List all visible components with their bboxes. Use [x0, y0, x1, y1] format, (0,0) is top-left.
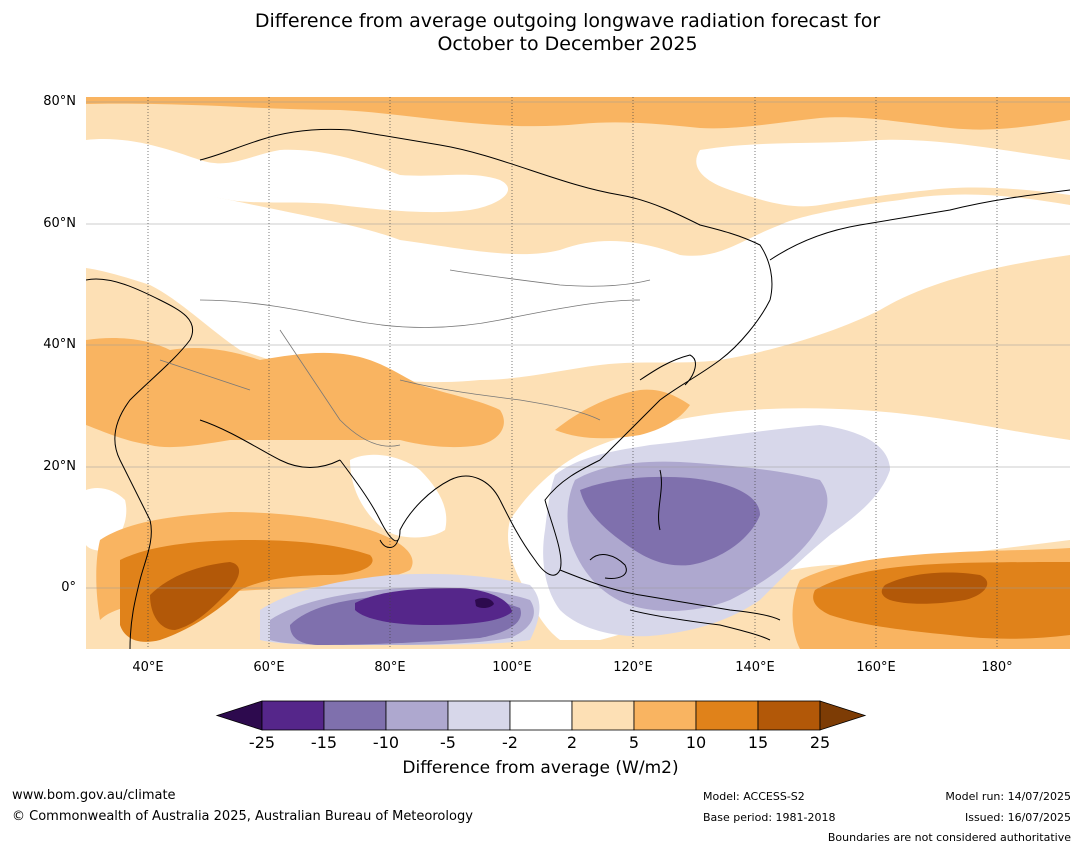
- colorbar-swatch-6: [571, 700, 635, 731]
- fill-orange-china: [555, 389, 690, 439]
- colorbar-swatch-4: [447, 700, 511, 731]
- lon-label-160e: 160°E: [856, 660, 896, 675]
- colorbar-tick-9: 25: [809, 733, 831, 752]
- map-meridians: [147, 97, 998, 649]
- fill-purple-philippines: [580, 476, 760, 566]
- colorbar-swatch-7: [633, 700, 697, 731]
- colorbar-extend-low: [215, 700, 263, 731]
- colorbar-extend-high: [819, 700, 867, 731]
- lat-label-20n: 20°N: [43, 459, 76, 474]
- lon-label-140e: 140°E: [735, 660, 775, 675]
- copyright-text: © Commonwealth of Australia 2025, Austra…: [12, 809, 473, 824]
- fill-white-bay-of-bengal: [350, 454, 447, 538]
- map-title-line-1: Difference from average outgoing longwav…: [254, 10, 881, 32]
- colorbar-tick-5: 2: [566, 733, 578, 752]
- base-period-text: Base period: 1981-2018: [703, 811, 836, 824]
- fill-deep-purple-indian-ocean: [355, 588, 512, 625]
- fill-white-north-siberia: [86, 139, 509, 213]
- fill-white-arctic-east: [696, 139, 1070, 207]
- colorbar-tick-1: -15: [310, 733, 338, 752]
- colorbar-swatch-8: [695, 700, 759, 731]
- map-gridlines: [86, 101, 1070, 589]
- model-run-text: Model run: 14/07/2025: [945, 790, 1071, 803]
- colorbar-tick-4: -2: [502, 733, 518, 752]
- lon-label-100e: 100°E: [492, 660, 532, 675]
- fill-brown-indian-ocean: [150, 562, 240, 630]
- colorbar-tick-2: -10: [372, 733, 400, 752]
- coastlines: [86, 128, 1070, 649]
- colorbar-tick-6: 5: [628, 733, 640, 752]
- colorbar-swatch-5: [509, 700, 573, 731]
- website-text: www.bom.gov.au/climate: [12, 788, 176, 803]
- lat-label-60n: 60°N: [43, 216, 76, 231]
- lon-label-40e: 40°E: [132, 660, 164, 675]
- colorbar-swatch-9: [757, 700, 821, 731]
- national-borders: [159, 269, 651, 447]
- issued-text: Issued: 16/07/2025: [964, 811, 1071, 824]
- colorbar-swatch-3: [385, 700, 449, 731]
- lon-label-80e: 80°E: [374, 660, 406, 675]
- colorbar-swatch-1: [261, 700, 325, 731]
- colorbar-tick-7: 10: [685, 733, 707, 752]
- lat-label-80n: 80°N: [43, 94, 76, 109]
- colorbar-tick-0: -25: [248, 733, 276, 752]
- fill-orange-middle-east: [86, 338, 504, 448]
- disclaimer-text: Boundaries are not considered authoritat…: [827, 831, 1071, 844]
- fill-deep-purple-core: [475, 597, 494, 609]
- map-title-line-2: October to December 2025: [437, 33, 698, 55]
- colorbar-tick-3: -5: [440, 733, 456, 752]
- lon-label-120e: 120°E: [613, 660, 653, 675]
- colorbar-swatch-2: [323, 700, 387, 731]
- anomaly-map-svg: [86, 97, 1070, 649]
- fill-white-central-asia: [86, 169, 1070, 383]
- colorbar-tick-8: 15: [747, 733, 769, 752]
- map-title: Difference from average outgoing longwav…: [0, 10, 1081, 56]
- fill-orange-arctic: [86, 97, 1070, 130]
- anomaly-map: [86, 97, 1070, 649]
- lat-label-equator: 0°: [61, 580, 76, 595]
- model-text: Model: ACCESS-S2: [703, 790, 805, 803]
- colorbar-label: Difference from average (W/m2): [402, 758, 679, 778]
- lat-label-40n: 40°N: [43, 337, 76, 352]
- lon-label-60e: 60°E: [253, 660, 285, 675]
- lon-label-180: 180°: [981, 660, 1013, 675]
